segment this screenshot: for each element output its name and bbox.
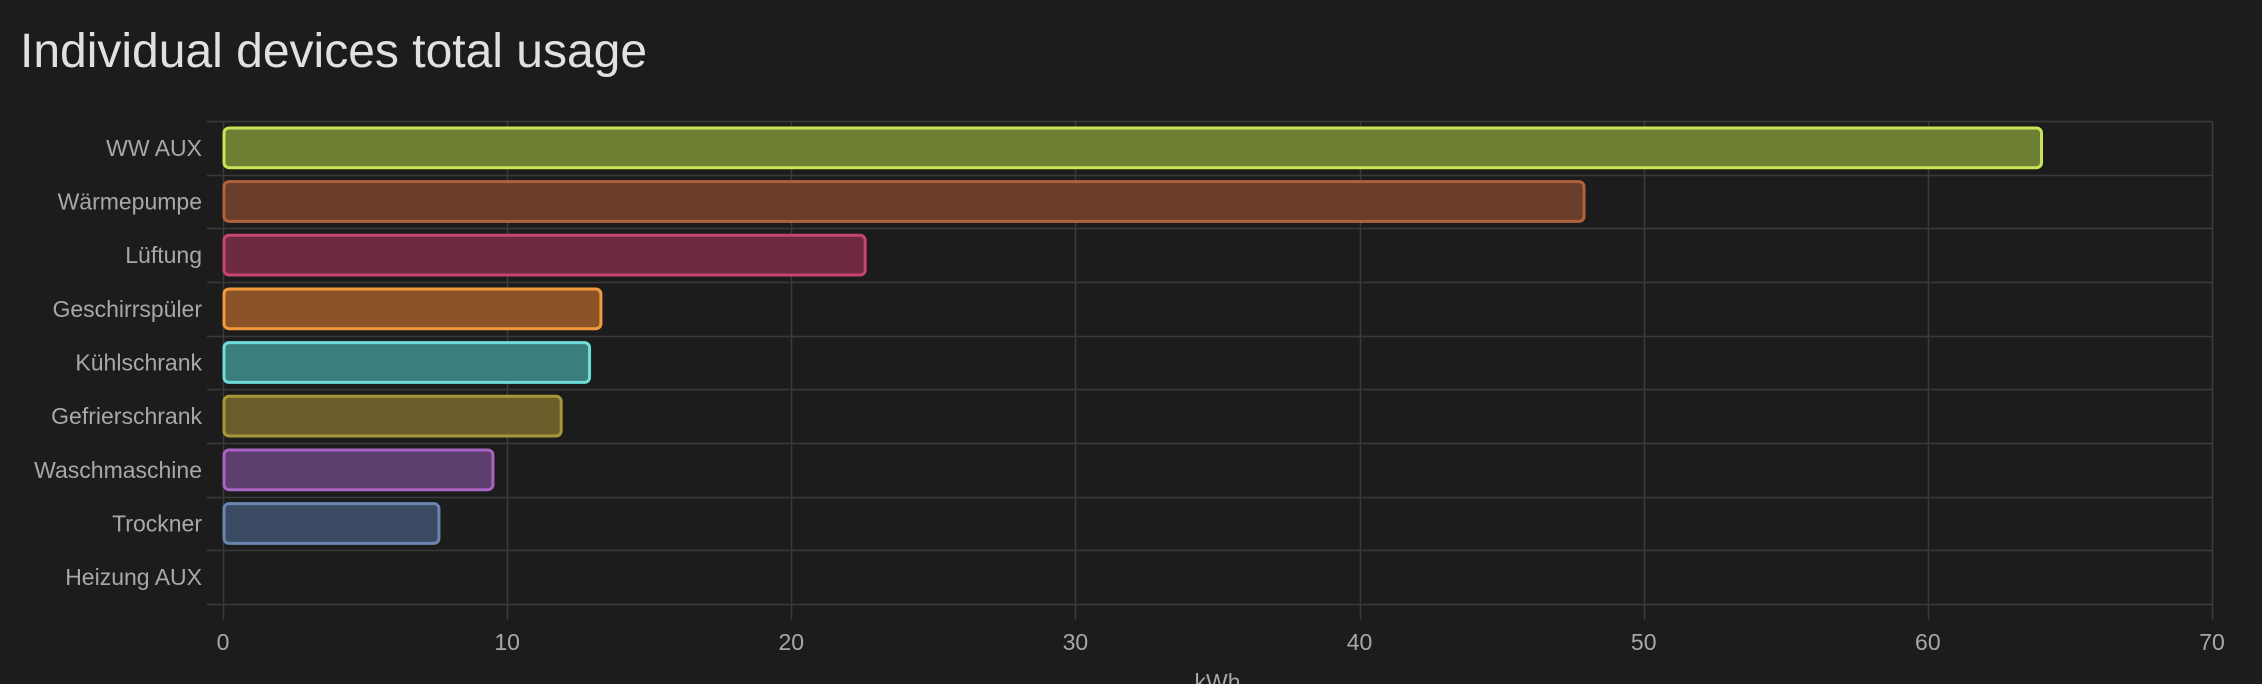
category-label: Trockner — [112, 511, 202, 537]
x-tick-label: 10 — [494, 629, 520, 655]
x-axis-title: kWh — [1195, 669, 1241, 684]
bar — [222, 502, 441, 545]
x-tick-label: 0 — [217, 629, 230, 655]
x-tick-label: 60 — [1915, 629, 1941, 655]
bar — [222, 341, 592, 384]
card-title: Individual devices total usage — [20, 25, 648, 78]
category-label: Geschirrspüler — [52, 296, 202, 322]
category-label: Waschmaschine — [34, 457, 202, 483]
x-tick-label: 40 — [1347, 629, 1373, 655]
bar — [222, 287, 603, 331]
category-label: Heizung AUX — [65, 564, 202, 590]
x-tick-label: 20 — [778, 629, 804, 655]
category-label: Wärmepumpe — [58, 189, 202, 215]
bar — [222, 233, 867, 277]
bar — [222, 394, 563, 438]
category-label: Kühlschrank — [75, 350, 202, 376]
category-label: Gefrierschrank — [51, 403, 202, 429]
x-tick-label: 30 — [1063, 629, 1089, 655]
bar — [222, 126, 2044, 170]
bar — [222, 448, 495, 492]
x-tick-label: 70 — [2199, 629, 2225, 655]
bar — [222, 180, 1586, 223]
category-label: Lüftung — [125, 242, 202, 268]
category-label: WW AUX — [106, 135, 202, 161]
x-tick-label: 50 — [1631, 629, 1657, 655]
